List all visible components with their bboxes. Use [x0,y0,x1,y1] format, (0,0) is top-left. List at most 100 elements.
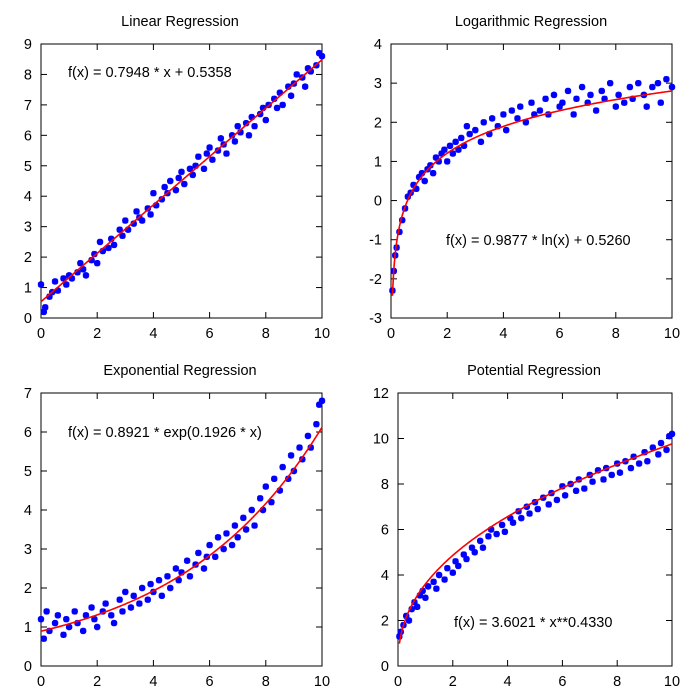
data-point [167,177,174,185]
data-point [63,616,70,623]
data-point [279,101,286,109]
data-point [262,483,269,490]
data-point [304,65,312,72]
data-point [477,138,485,146]
y-tick-label: 8 [24,67,32,83]
data-point [649,83,656,91]
y-tick-label: 4 [381,568,389,584]
data-point [77,260,84,267]
fit-formula: f(x) = 0.9877 * ln(x) + 0.5260 [446,233,631,249]
data-point [655,451,662,458]
data-point [223,530,230,537]
data-point [287,92,295,99]
data-point [415,173,423,181]
y-tick-label: 4 [374,37,382,53]
data-point [138,584,146,592]
data-point [643,103,650,110]
data-point [589,478,596,485]
data-point [40,635,48,642]
x-tick-label: 6 [556,326,564,342]
y-tick-label: 2 [381,614,389,630]
data-point [641,448,648,456]
data-point [494,123,501,130]
data-point [102,600,109,607]
x-tick-label: 6 [206,326,214,342]
data-point [189,171,196,179]
x-tick-label: 4 [149,674,157,690]
data-point [296,444,303,451]
fit-line [40,59,323,303]
data-point [214,147,222,154]
data-point [178,569,185,576]
chart-title: Potential Regression [467,363,601,379]
data-point [570,111,577,118]
data-point [74,269,81,276]
data-point [96,238,104,246]
y-tick-label: 3 [24,542,32,558]
data-point [621,99,628,106]
data-point [550,91,558,99]
data-point [94,623,101,631]
data-point [237,129,244,136]
data-point [293,71,300,78]
data-point [181,180,188,188]
data-point [458,134,465,142]
data-point [122,217,129,224]
data-point [228,541,236,549]
data-point [234,534,241,541]
data-point [108,235,115,243]
data-point [503,126,510,134]
data-point [542,95,549,102]
data-point [186,165,194,173]
data-point [413,603,421,611]
data-point [54,287,62,294]
data-point [133,208,140,215]
y-tick-label: 0 [24,659,32,675]
x-tick-label: 10 [314,326,330,342]
data-point [206,144,213,151]
data-point [212,553,219,560]
y-tick-label: 6 [24,128,32,144]
data-point [307,444,314,451]
data-point [584,99,591,106]
data-point [523,503,530,510]
data-point [200,565,208,572]
data-point [449,569,456,576]
data-point [536,107,544,114]
x-tick-label: 2 [449,674,457,690]
data-point [411,599,418,606]
data-point [68,275,76,282]
plot-frame [40,392,323,667]
y-tick-label: 1 [374,154,382,170]
data-point [186,573,194,580]
data-point [65,623,73,631]
data-point [79,627,87,635]
data-point [479,544,487,551]
data-point [46,627,53,635]
data-point [304,432,312,440]
y-tick-label: 8 [381,477,389,493]
data-point [116,226,123,233]
data-point [421,177,428,185]
data-point [627,464,635,472]
data-point [99,247,107,255]
data-point [629,95,636,102]
data-point [206,541,213,549]
data-point [209,156,216,163]
data-point [608,471,615,479]
data-point [396,633,403,640]
data-point [419,587,426,595]
data-point [545,111,552,118]
x-tick-label: 0 [37,674,45,690]
data-point [150,189,157,197]
data-point [42,304,49,311]
y-tick-label: 5 [24,159,32,175]
data-point [91,616,98,623]
data-point [279,463,286,471]
data-point [37,281,45,288]
data-point [248,113,255,121]
data-point [318,52,326,60]
x-tick-label: 0 [394,674,402,690]
data-point [271,95,278,102]
data-point [507,514,514,522]
